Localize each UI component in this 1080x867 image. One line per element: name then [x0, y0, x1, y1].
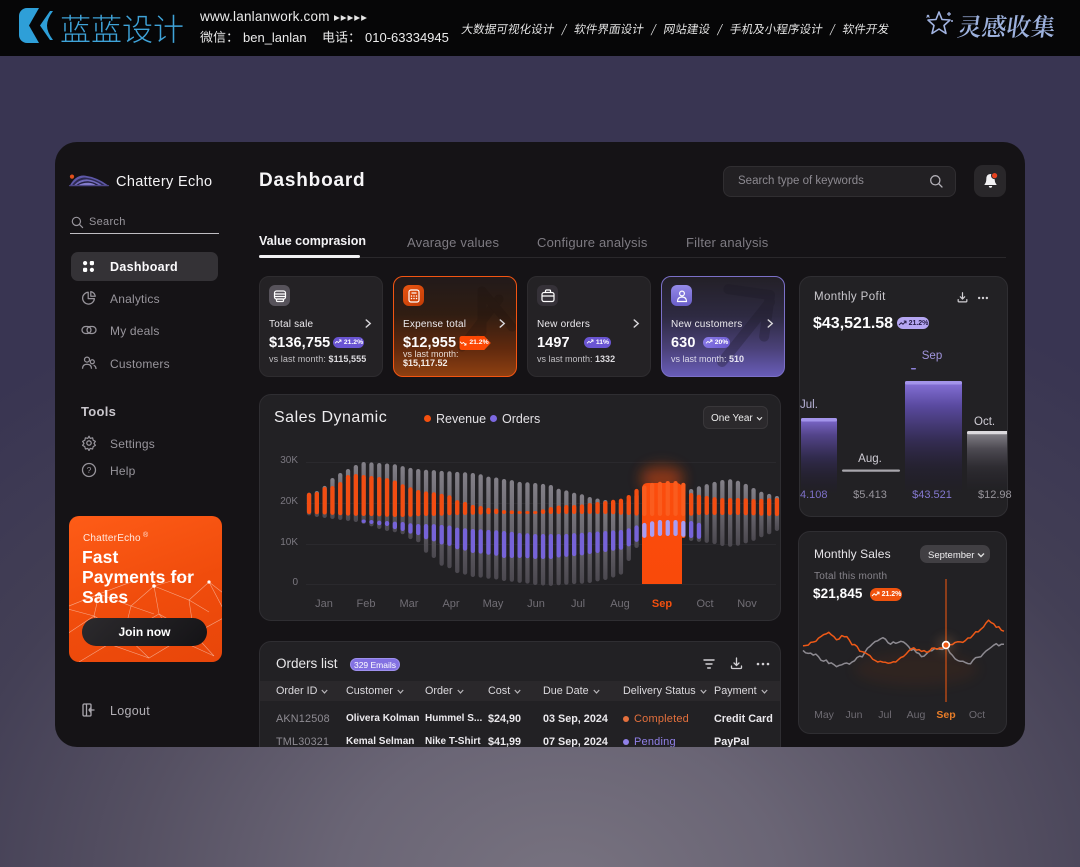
svg-text:?: ?	[87, 465, 92, 475]
